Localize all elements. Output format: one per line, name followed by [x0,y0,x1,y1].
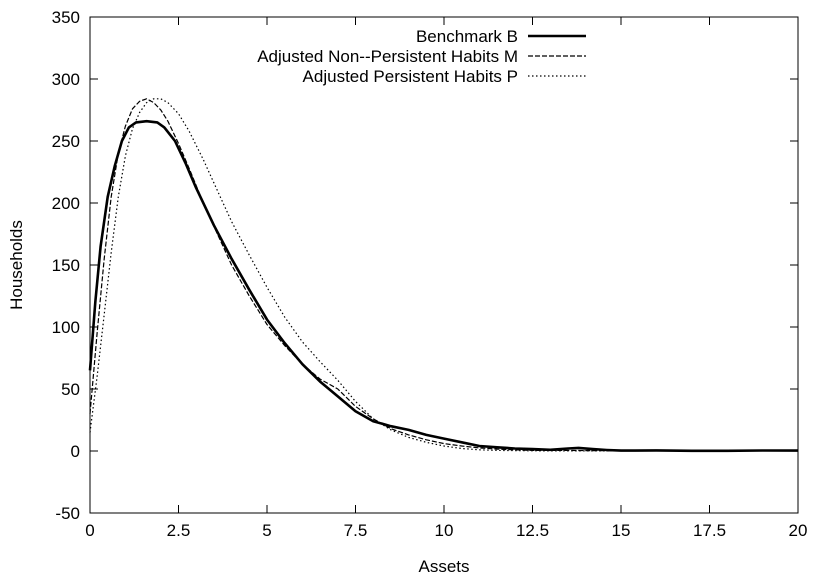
legend-label-1: Benchmark B [416,27,518,46]
legend-label-3: Adjusted Persistent Habits P [303,67,518,86]
series-line-1 [88,119,799,453]
y-tick-label: 0 [71,442,80,461]
y-axis-label: Households [7,220,26,310]
y-tick-label: 150 [52,256,80,275]
series-lines [88,98,799,453]
x-tick-label: 20 [789,521,808,540]
x-tick-label: 15 [612,521,631,540]
x-tick-label: 17.5 [693,521,726,540]
x-tick-label: 7.5 [344,521,368,540]
y-tick-label: 300 [52,70,80,89]
y-tick-label: -50 [55,504,80,523]
y-tick-label: 250 [52,132,80,151]
y-tick-label: 50 [61,380,80,399]
legend-label-2: Adjusted Non--Persistent Habits M [257,47,518,66]
series-line-3 [89,98,798,452]
series-line-2 [89,98,798,452]
x-tick-label: 5 [262,521,271,540]
x-tick-label: 10 [435,521,454,540]
x-axis-label: Assets [418,557,469,576]
axis-tick-labels: 0 2.5 5 7.5 10 12.5 15 17.5 20 -50 0 50 100 150 200 250… [52,8,808,540]
y-tick-label: 200 [52,194,80,213]
y-tick-label: 350 [52,8,80,27]
x-tick-label: 12.5 [516,521,549,540]
y-tick-label: 100 [52,318,80,337]
x-tick-label: 2.5 [167,521,191,540]
x-tick-label: 0 [85,521,94,540]
